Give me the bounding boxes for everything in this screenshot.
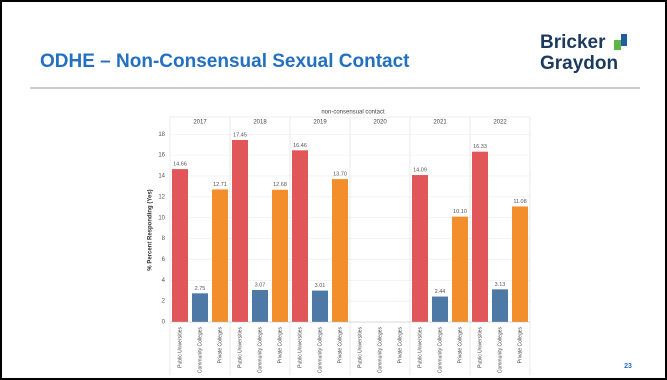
x-tick-label: Private Colleges [277, 327, 283, 364]
bar [492, 289, 508, 322]
data-label: 13.70 [333, 172, 347, 178]
bar [452, 216, 468, 322]
page-number: 23 [624, 363, 632, 370]
data-label: 2.44 [435, 289, 446, 295]
bar [412, 175, 428, 322]
y-tick-label: 2 [162, 299, 166, 305]
logo-icon [614, 40, 621, 50]
bar [472, 151, 488, 322]
x-tick-label: Public Universities [177, 327, 183, 368]
y-tick-label: 6 [162, 257, 166, 263]
data-label: 16.46 [293, 143, 307, 149]
logo: Bricker Graydon [540, 32, 627, 74]
y-tick-label: 10 [158, 215, 165, 221]
bar [332, 179, 348, 322]
panel-label: 2021 [433, 120, 447, 126]
chart-title: non-consensual contact [321, 110, 385, 116]
logo-line: Graydon [540, 53, 618, 74]
data-label: 12.68 [273, 182, 287, 188]
x-tick-label: Private Colleges [397, 327, 403, 364]
x-tick-label: Public Universities [417, 327, 423, 368]
data-label: 3.13 [495, 282, 506, 288]
bar [292, 150, 308, 322]
data-label: 12.71 [213, 182, 227, 188]
data-label: 17.45 [233, 132, 247, 138]
data-label: 11.08 [513, 199, 526, 205]
bar [252, 289, 268, 322]
y-tick-label: 4 [162, 278, 166, 284]
bar [272, 189, 288, 322]
data-label: 3.07 [255, 282, 266, 288]
y-tick-label: 16 [158, 153, 165, 159]
panel-label: 2019 [313, 120, 327, 126]
x-tick-label: Community Colleges [377, 327, 383, 374]
panel-label: 2018 [253, 120, 267, 126]
x-tick-label: Community Colleges [197, 327, 203, 374]
x-tick-label: Community Colleges [437, 327, 443, 374]
bar [432, 296, 448, 322]
bar [172, 169, 188, 322]
bar [512, 206, 528, 322]
y-tick-label: 12 [158, 194, 165, 200]
x-tick-label: Private Colleges [217, 327, 223, 364]
x-tick-label: Private Colleges [517, 327, 523, 364]
y-tick-label: 8 [162, 236, 166, 242]
x-tick-label: Private Colleges [457, 327, 463, 364]
bar [312, 290, 328, 322]
logo-icon [621, 34, 627, 46]
x-tick-label: Public Universities [357, 327, 363, 368]
logo-line: Bricker [540, 32, 606, 53]
data-label: 16.33 [473, 144, 487, 150]
y-tick-label: 18 [158, 132, 165, 138]
x-tick-label: Public Universities [237, 327, 243, 368]
panel-label: 2022 [493, 120, 507, 126]
data-label: 10.10 [453, 209, 467, 215]
bar [192, 293, 208, 322]
x-tick-label: Private Colleges [337, 327, 343, 364]
data-label: 3.01 [315, 283, 326, 289]
y-axis-label: % Percent Responding (Yes) [148, 189, 154, 270]
y-tick-label: 14 [158, 174, 165, 180]
data-label: 2.75 [195, 286, 206, 292]
x-tick-label: Community Colleges [497, 327, 503, 374]
x-tick-label: Public Universities [477, 327, 483, 368]
panel-label: 2020 [373, 120, 387, 126]
data-label: 14.66 [173, 162, 187, 168]
bar [212, 189, 228, 322]
bar [232, 139, 248, 322]
x-tick-label: Public Universities [297, 327, 303, 368]
x-tick-label: Community Colleges [317, 327, 323, 374]
slide-title: ODHE – Non-Consensual Sexual Contact [40, 51, 410, 72]
data-label: 14.09 [413, 167, 427, 173]
y-tick-label: 0 [162, 320, 166, 326]
x-tick-label: Community Colleges [257, 327, 263, 374]
panel-label: 2017 [193, 120, 207, 126]
